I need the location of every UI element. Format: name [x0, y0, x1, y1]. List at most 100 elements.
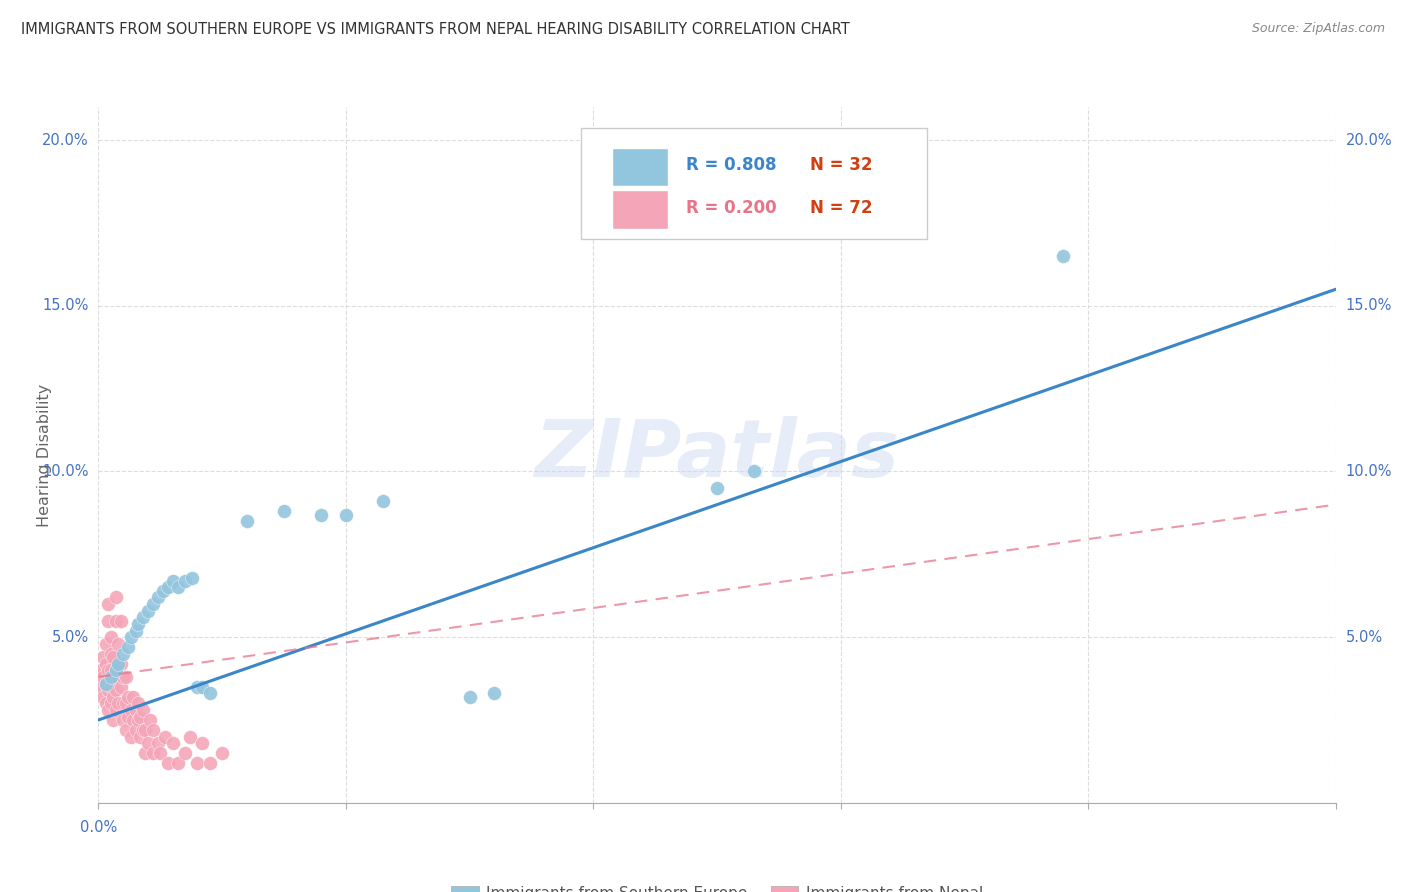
Point	[117, 690, 139, 704]
Text: ZIPatlas: ZIPatlas	[534, 416, 900, 494]
Point	[107, 697, 129, 711]
Point	[110, 614, 132, 628]
Point	[97, 683, 120, 698]
Point	[156, 756, 179, 770]
Point	[129, 730, 152, 744]
Point	[335, 508, 357, 522]
Point	[309, 508, 332, 522]
Point	[132, 703, 155, 717]
Point	[97, 703, 120, 717]
Point	[94, 676, 117, 690]
Text: N = 72: N = 72	[810, 199, 872, 217]
Point	[107, 637, 129, 651]
Text: IMMIGRANTS FROM SOUTHERN EUROPE VS IMMIGRANTS FROM NEPAL HEARING DISABILITY CORR: IMMIGRANTS FROM SOUTHERN EUROPE VS IMMIG…	[21, 22, 849, 37]
Point	[100, 630, 122, 644]
Point	[110, 657, 132, 671]
Y-axis label: Hearing Disability: Hearing Disability	[38, 384, 52, 526]
Point	[139, 713, 162, 727]
Point	[124, 703, 146, 717]
Point	[156, 581, 179, 595]
Point	[112, 647, 135, 661]
Point	[146, 736, 169, 750]
Point	[152, 583, 174, 598]
Legend: Immigrants from Southern Europe, Immigrants from Nepal: Immigrants from Southern Europe, Immigra…	[446, 880, 988, 892]
Point	[97, 663, 120, 677]
Point	[706, 481, 728, 495]
Point	[166, 756, 188, 770]
Text: 20.0%: 20.0%	[42, 133, 89, 148]
FancyBboxPatch shape	[612, 147, 668, 186]
Text: R = 0.200: R = 0.200	[686, 199, 776, 217]
Point	[107, 670, 129, 684]
Point	[198, 686, 221, 700]
Point	[198, 756, 221, 770]
Point	[114, 670, 136, 684]
Point	[114, 723, 136, 737]
Point	[146, 591, 169, 605]
Point	[122, 713, 145, 727]
Point	[162, 574, 184, 588]
Point	[110, 680, 132, 694]
Point	[742, 465, 765, 479]
Point	[107, 657, 129, 671]
Text: N = 32: N = 32	[810, 156, 872, 174]
Point	[94, 697, 117, 711]
Point	[181, 570, 204, 584]
Point	[117, 640, 139, 654]
Point	[104, 663, 127, 677]
Point	[166, 581, 188, 595]
Point	[149, 746, 172, 760]
Point	[104, 663, 127, 677]
Text: Source: ZipAtlas.com: Source: ZipAtlas.com	[1251, 22, 1385, 36]
Point	[155, 730, 177, 744]
Point	[191, 680, 214, 694]
Point	[1052, 249, 1074, 263]
Point	[132, 610, 155, 624]
Point	[124, 624, 146, 638]
Point	[142, 746, 165, 760]
Point	[186, 756, 208, 770]
Point	[211, 746, 233, 760]
Point	[120, 703, 142, 717]
Point	[104, 614, 127, 628]
Point	[174, 746, 197, 760]
Point	[100, 680, 122, 694]
Point	[100, 663, 122, 677]
Point	[97, 614, 120, 628]
Point	[458, 690, 481, 704]
Point	[112, 697, 135, 711]
FancyBboxPatch shape	[612, 190, 668, 228]
Point	[112, 670, 135, 684]
Point	[94, 637, 117, 651]
Point	[122, 690, 145, 704]
Point	[134, 723, 156, 737]
Point	[103, 650, 125, 665]
Point	[100, 697, 122, 711]
Point	[94, 657, 117, 671]
Text: 5.0%: 5.0%	[1346, 630, 1382, 645]
Point	[484, 686, 506, 700]
Point	[94, 676, 117, 690]
Point	[127, 713, 149, 727]
Point	[103, 713, 125, 727]
Text: 15.0%: 15.0%	[1346, 298, 1392, 313]
Point	[136, 736, 159, 750]
Point	[191, 736, 214, 750]
Point	[134, 746, 156, 760]
Point	[273, 504, 295, 518]
Point	[120, 630, 142, 644]
Point	[179, 730, 201, 744]
Text: 5.0%: 5.0%	[52, 630, 89, 645]
Point	[124, 723, 146, 737]
Point	[174, 574, 197, 588]
FancyBboxPatch shape	[581, 128, 928, 239]
Point	[127, 616, 149, 631]
Point	[93, 670, 115, 684]
Text: 10.0%: 10.0%	[42, 464, 89, 479]
Text: 10.0%: 10.0%	[1346, 464, 1392, 479]
Point	[90, 680, 112, 694]
Point	[120, 730, 142, 744]
Point	[103, 690, 125, 704]
Point	[90, 663, 112, 677]
Point	[136, 604, 159, 618]
